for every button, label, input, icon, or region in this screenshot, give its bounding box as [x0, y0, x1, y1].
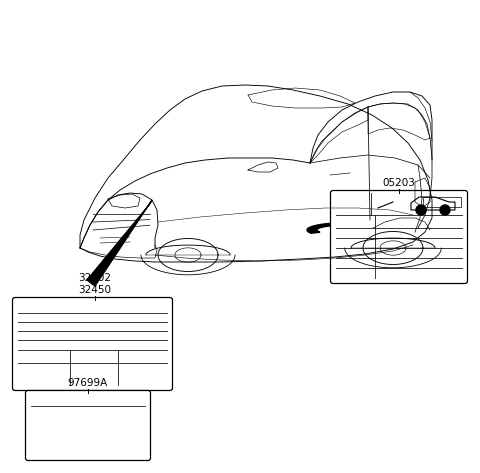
Polygon shape — [307, 223, 362, 233]
Text: 05203: 05203 — [383, 178, 415, 188]
FancyBboxPatch shape — [25, 391, 151, 461]
Polygon shape — [87, 200, 152, 286]
FancyBboxPatch shape — [12, 298, 172, 391]
FancyBboxPatch shape — [331, 191, 468, 283]
Circle shape — [440, 205, 450, 215]
Text: 97699A: 97699A — [68, 378, 108, 388]
Text: 32402
32450: 32402 32450 — [79, 273, 111, 295]
Bar — [423, 197, 461, 207]
Circle shape — [416, 205, 426, 215]
